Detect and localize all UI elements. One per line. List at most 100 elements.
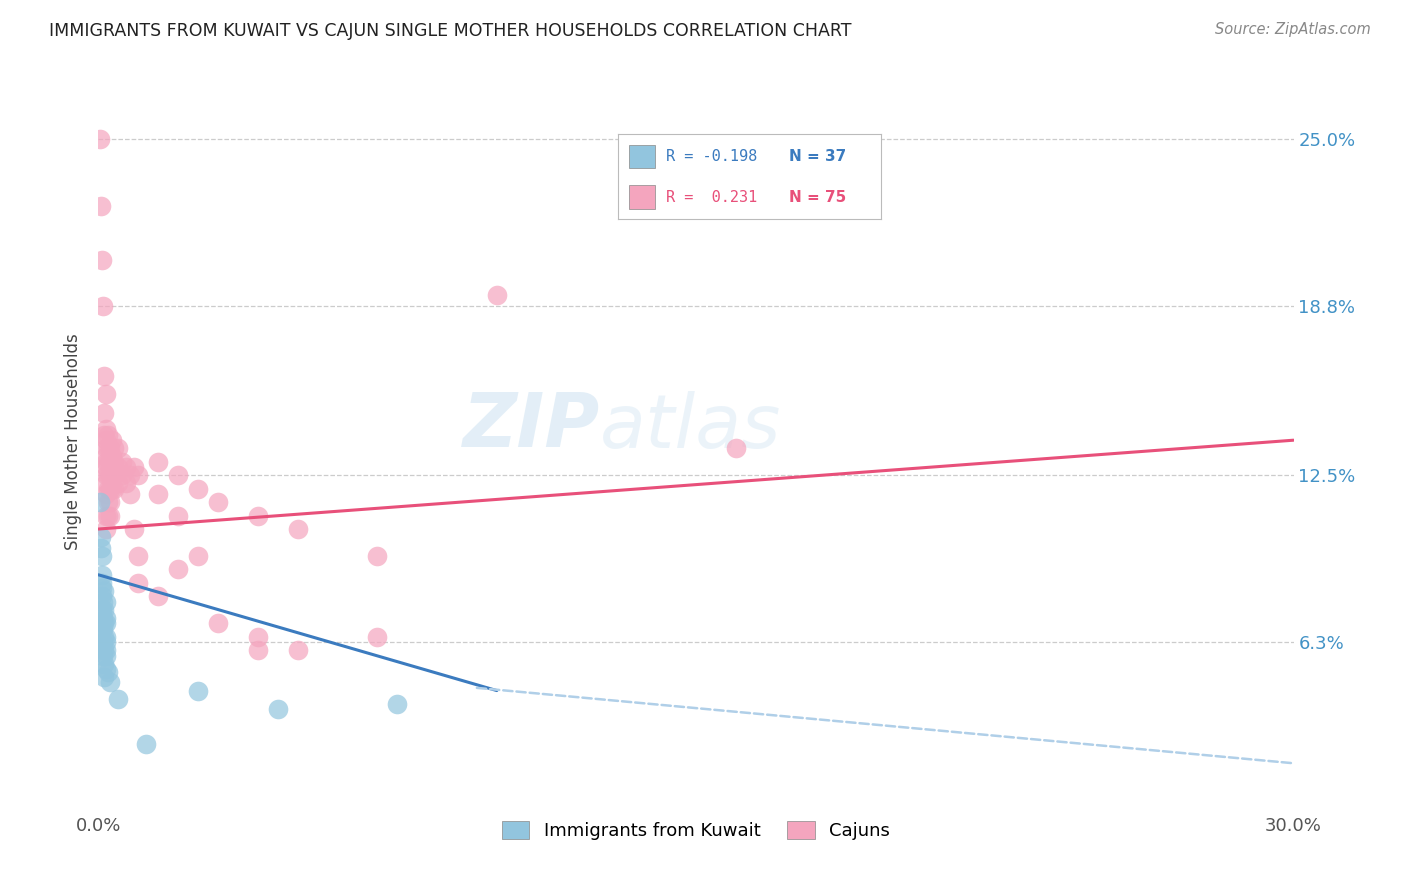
Point (97, 665, 120, 679)
Point (167, 468, 190, 483)
Point (91, 567, 114, 582)
Point (91, 616, 114, 631)
Point (91, 635, 114, 649)
Point (93, 657, 115, 671)
Point (207, 495, 229, 509)
Point (93, 427, 115, 442)
Point (111, 468, 134, 483)
Point (101, 450, 124, 464)
Point (94, 455, 117, 469)
Point (724, 442, 747, 456)
Point (93, 368, 115, 383)
Text: Source: ZipAtlas.com: Source: ZipAtlas.com (1215, 22, 1371, 37)
Point (98, 442, 122, 456)
Point (96, 450, 118, 464)
Point (96, 508, 118, 523)
Point (97, 495, 120, 509)
Point (91, 549, 114, 563)
Point (91, 648, 114, 663)
Point (98, 482, 122, 496)
Point (94, 442, 117, 456)
Text: atlas: atlas (600, 391, 782, 463)
Legend: Immigrants from Kuwait, Cajuns: Immigrants from Kuwait, Cajuns (495, 814, 897, 847)
Point (187, 683, 209, 698)
Point (97, 442, 120, 456)
Point (89, 131, 111, 145)
Y-axis label: Single Mother Households: Single Mother Households (65, 334, 83, 549)
Point (94, 422, 117, 436)
Point (94, 662, 117, 676)
Point (96, 433, 118, 447)
Text: ZIP: ZIP (463, 390, 600, 463)
Point (94, 595, 117, 609)
Point (107, 460, 129, 475)
Point (93, 643, 115, 657)
Point (96, 522, 118, 536)
Point (91, 252, 114, 267)
Point (385, 697, 409, 711)
Point (135, 738, 157, 752)
Point (94, 643, 117, 657)
Point (124, 460, 146, 475)
Point (91, 581, 114, 595)
Point (97, 468, 120, 483)
Point (90, 530, 112, 544)
Point (98, 468, 122, 483)
Point (115, 460, 138, 475)
Point (111, 455, 134, 469)
Point (96, 487, 118, 501)
Point (91, 603, 114, 617)
Point (96, 648, 118, 663)
Point (167, 508, 190, 523)
Point (107, 442, 129, 456)
Point (103, 468, 125, 483)
Point (97, 427, 120, 442)
Point (246, 630, 269, 644)
Point (107, 691, 129, 706)
Point (115, 476, 138, 491)
Point (103, 455, 125, 469)
Point (93, 406, 115, 420)
Point (287, 522, 309, 536)
Point (96, 616, 118, 631)
Point (94, 630, 117, 644)
Point (187, 482, 209, 496)
Point (93, 616, 115, 631)
Point (366, 630, 388, 644)
Point (98, 455, 122, 469)
Point (91, 622, 114, 636)
Point (96, 635, 118, 649)
Point (148, 487, 170, 501)
Point (120, 468, 142, 483)
Point (101, 433, 124, 447)
Point (127, 549, 149, 563)
Point (287, 643, 309, 657)
Point (366, 549, 388, 563)
Point (94, 387, 117, 401)
Point (90, 541, 112, 555)
Point (485, 288, 508, 302)
Point (246, 508, 269, 523)
Point (94, 611, 117, 625)
Point (97, 482, 120, 496)
Point (89, 495, 111, 509)
Point (127, 468, 149, 483)
Point (91, 595, 114, 609)
Point (91, 299, 114, 313)
Point (98, 508, 122, 523)
Point (98, 675, 122, 690)
Point (207, 616, 229, 631)
Point (97, 508, 120, 523)
Point (107, 476, 129, 491)
Point (103, 442, 125, 456)
Point (90, 199, 112, 213)
Point (93, 670, 115, 684)
Point (101, 460, 124, 475)
Point (91, 575, 114, 590)
Point (187, 549, 209, 563)
Point (91, 590, 114, 604)
Point (246, 643, 269, 657)
Point (124, 522, 146, 536)
Point (267, 702, 290, 716)
Point (101, 482, 124, 496)
